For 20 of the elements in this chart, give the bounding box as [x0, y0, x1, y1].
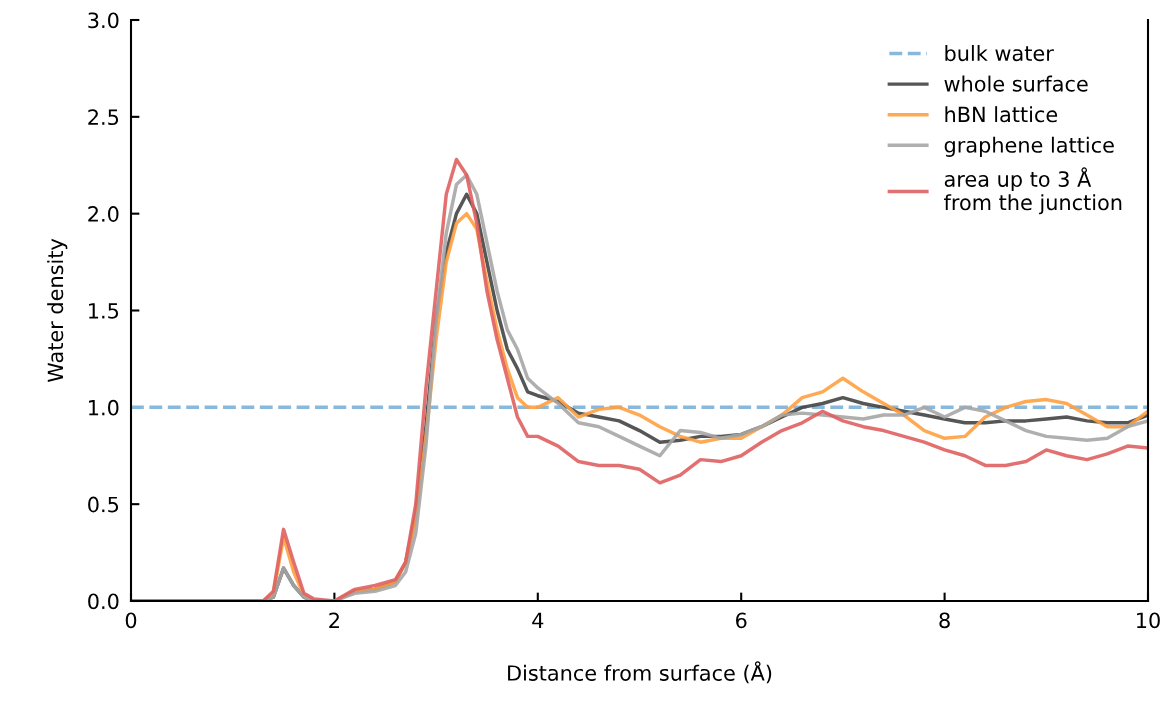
y-tick-label: 3.0 [88, 12, 119, 29]
legend-label: whole surface [944, 75, 1088, 92]
y-tick-label: 1.5 [89, 303, 119, 319]
x-tick-label: 10 [1137, 612, 1160, 629]
y-tick-label: 1.0 [89, 399, 119, 416]
x-tick-label: 8 [939, 612, 950, 629]
x-tick-label: 4 [532, 612, 544, 628]
y-axis-title: Water density [47, 238, 68, 383]
x-tick-label: 2 [329, 612, 339, 628]
y-tick-label: 2.0 [88, 206, 119, 222]
legend-label: bulk water [945, 45, 1054, 62]
y-tick-label: 2.5 [88, 109, 119, 126]
legend-label: area up to 3 Å from the junction [944, 167, 1122, 215]
y-tick-label: 0.5 [88, 496, 119, 513]
legend-label: hBN lattice [945, 106, 1058, 123]
x-axis-title: Distance from surface (Å) [508, 661, 772, 684]
y-tick-label: 0.0 [88, 593, 119, 610]
x-tick-label: 0 [125, 612, 137, 629]
legend-label: graphene lattice [944, 136, 1114, 157]
x-tick-label: 6 [736, 612, 747, 629]
